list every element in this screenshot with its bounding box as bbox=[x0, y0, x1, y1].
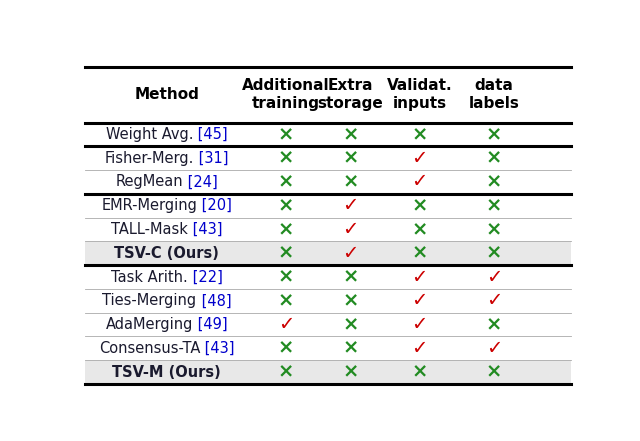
FancyBboxPatch shape bbox=[85, 360, 571, 384]
Text: ×: × bbox=[278, 196, 294, 215]
Text: ×: × bbox=[486, 363, 502, 381]
Text: Fisher-Merg.: Fisher-Merg. bbox=[105, 151, 194, 166]
Text: [20]: [20] bbox=[197, 198, 232, 213]
Text: [45]: [45] bbox=[193, 127, 228, 142]
Text: ✓: ✓ bbox=[412, 339, 428, 358]
Text: ×: × bbox=[278, 172, 294, 191]
Text: ×: × bbox=[278, 125, 294, 144]
Text: EMR-Merging: EMR-Merging bbox=[101, 198, 197, 213]
Text: [48]: [48] bbox=[196, 293, 231, 308]
Text: ×: × bbox=[278, 339, 294, 358]
FancyBboxPatch shape bbox=[85, 241, 571, 265]
Text: ×: × bbox=[486, 220, 502, 239]
Text: ✓: ✓ bbox=[486, 268, 502, 287]
Text: ×: × bbox=[412, 244, 428, 263]
Text: ×: × bbox=[342, 315, 358, 334]
Text: ✓: ✓ bbox=[412, 172, 428, 191]
Text: Task Arith.: Task Arith. bbox=[111, 269, 188, 284]
Text: ×: × bbox=[278, 292, 294, 310]
Text: ×: × bbox=[342, 292, 358, 310]
Text: ×: × bbox=[278, 268, 294, 287]
Text: [43]: [43] bbox=[188, 222, 223, 237]
Text: ✓: ✓ bbox=[486, 339, 502, 358]
Text: AdaMerging: AdaMerging bbox=[106, 317, 193, 332]
Text: ✓: ✓ bbox=[412, 315, 428, 334]
Text: ×: × bbox=[342, 339, 358, 358]
Text: ✓: ✓ bbox=[342, 220, 358, 239]
Text: ✓: ✓ bbox=[412, 149, 428, 168]
Text: ✓: ✓ bbox=[342, 244, 358, 263]
Text: ×: × bbox=[486, 196, 502, 215]
Text: [31]: [31] bbox=[194, 151, 228, 166]
Text: Method: Method bbox=[134, 87, 199, 102]
Text: ✓: ✓ bbox=[412, 292, 428, 310]
Text: ✓: ✓ bbox=[342, 196, 358, 215]
Text: ×: × bbox=[278, 244, 294, 263]
Text: ✓: ✓ bbox=[486, 292, 502, 310]
Text: TSV-M (Ours): TSV-M (Ours) bbox=[113, 365, 221, 380]
Text: ×: × bbox=[342, 172, 358, 191]
Text: Consensus-TA: Consensus-TA bbox=[99, 341, 200, 356]
Text: ✓: ✓ bbox=[412, 268, 428, 287]
Text: Extra
storage: Extra storage bbox=[317, 78, 383, 111]
Text: ×: × bbox=[486, 149, 502, 168]
Text: ×: × bbox=[486, 244, 502, 263]
Text: ✓: ✓ bbox=[278, 315, 294, 334]
Text: TALL-Mask: TALL-Mask bbox=[111, 222, 188, 237]
Text: Weight Avg.: Weight Avg. bbox=[106, 127, 193, 142]
Text: [22]: [22] bbox=[188, 269, 223, 284]
Text: ×: × bbox=[278, 149, 294, 168]
Text: ×: × bbox=[486, 172, 502, 191]
Text: ×: × bbox=[342, 149, 358, 168]
Text: ×: × bbox=[412, 220, 428, 239]
Text: ×: × bbox=[412, 125, 428, 144]
Text: data
labels: data labels bbox=[468, 78, 520, 111]
Text: TSV-C (Ours): TSV-C (Ours) bbox=[115, 246, 220, 261]
Text: RegMean: RegMean bbox=[116, 175, 183, 190]
Text: ×: × bbox=[342, 125, 358, 144]
Text: [43]: [43] bbox=[200, 341, 235, 356]
Text: ×: × bbox=[342, 268, 358, 287]
Text: Additional
training: Additional training bbox=[242, 78, 330, 111]
Text: [49]: [49] bbox=[193, 317, 228, 332]
Text: [24]: [24] bbox=[183, 175, 218, 190]
Text: ×: × bbox=[412, 363, 428, 381]
Text: ×: × bbox=[278, 363, 294, 381]
Text: Validat.
inputs: Validat. inputs bbox=[387, 78, 452, 111]
Text: ×: × bbox=[342, 363, 358, 381]
Text: ×: × bbox=[486, 315, 502, 334]
Text: ×: × bbox=[486, 125, 502, 144]
Text: ×: × bbox=[278, 220, 294, 239]
Text: ×: × bbox=[412, 196, 428, 215]
Text: Ties-Merging: Ties-Merging bbox=[102, 293, 196, 308]
